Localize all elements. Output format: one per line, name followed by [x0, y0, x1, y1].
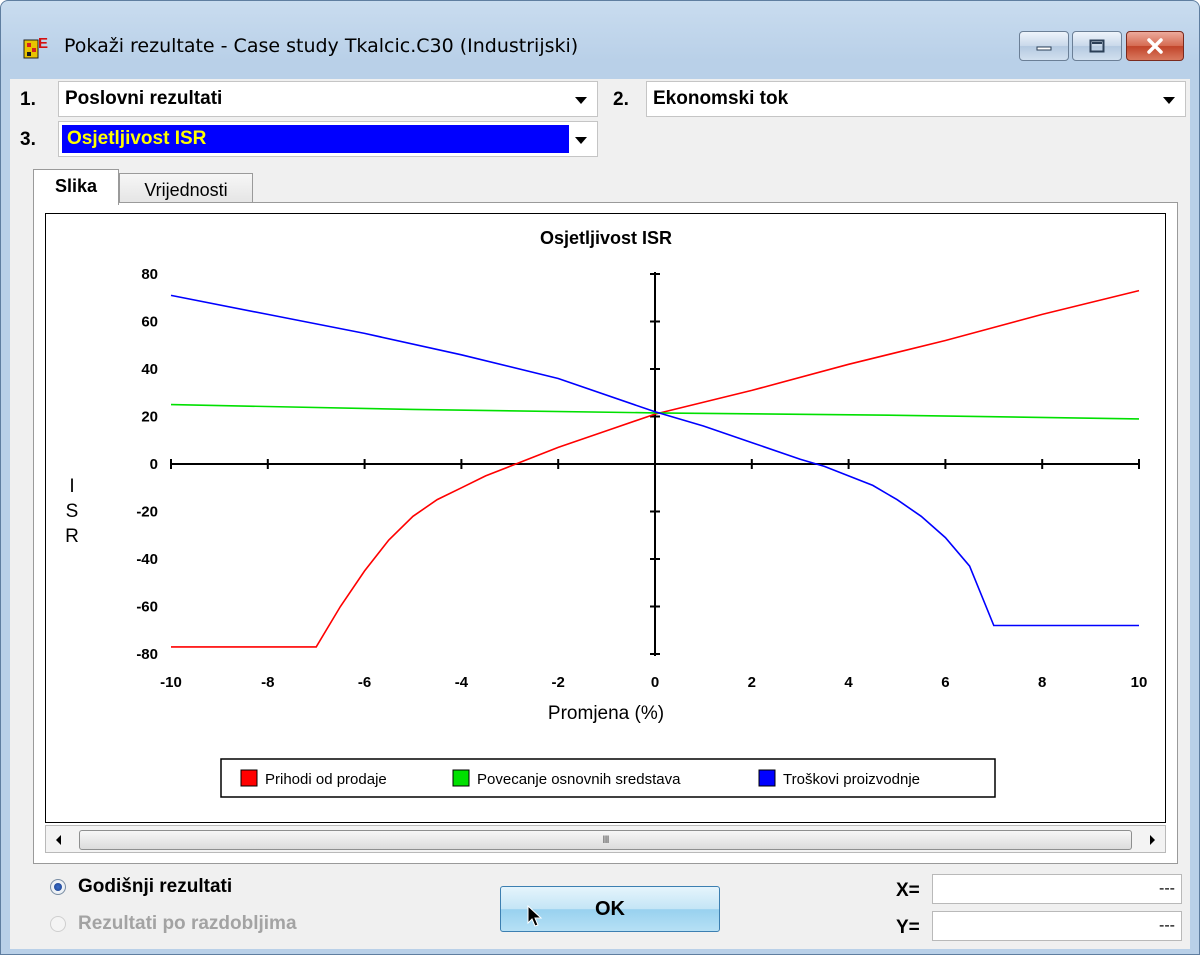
selector-2-number: 2. — [613, 89, 629, 110]
x-tick-label: 2 — [748, 674, 756, 691]
y-tick-label: 40 — [141, 361, 158, 378]
y-tick-label: -80 — [136, 646, 158, 663]
series-line-3 — [170, 294, 1139, 627]
ok-button-label: OK — [595, 898, 625, 920]
selector-1-dropdown[interactable]: Poslovni rezultati — [58, 81, 598, 117]
selector-2-value: Ekonomski tok — [653, 88, 789, 109]
selector-3-number: 3. — [20, 129, 36, 150]
x-coordinate-value: --- — [1159, 880, 1175, 897]
x-tick-label: -8 — [261, 674, 274, 691]
scrollbar-thumb[interactable]: III — [79, 830, 1132, 850]
y-tick-label: 0 — [150, 456, 158, 473]
y-tick-label: 80 — [141, 266, 158, 283]
svg-text:E: E — [38, 35, 48, 52]
chart-area: Osjetljivost ISR Promjena (%) I S R -10-… — [45, 213, 1166, 823]
horizontal-scrollbar[interactable]: III — [45, 825, 1166, 853]
chart-legend: Prihodi od prodaje Povecanje osnovnih sre… — [220, 758, 996, 798]
selector-3-value: Osjetljivost ISR — [67, 128, 207, 149]
x-tick-label: -4 — [455, 674, 469, 691]
chart-svg: Osjetljivost ISR Promjena (%) I S R -10-… — [65, 228, 1148, 798]
x-tick-label: 4 — [844, 674, 853, 691]
svg-text:S: S — [66, 501, 79, 522]
x-axis-title: Promjena (%) — [548, 703, 664, 724]
close-button[interactable] — [1126, 31, 1184, 61]
tab-slika[interactable]: Slika — [33, 169, 119, 205]
x-tick-label: 10 — [1131, 674, 1148, 691]
svg-text:R: R — [65, 526, 79, 547]
x-tick-label: 0 — [651, 674, 659, 691]
client-area: 1. Poslovni rezultati 2. Ekonomski tok 3… — [10, 79, 1190, 949]
x-tick-label: -6 — [358, 674, 371, 691]
selector-1-number: 1. — [20, 89, 36, 110]
tab-panel: Osjetljivost ISR Promjena (%) I S R -10-… — [33, 202, 1178, 864]
legend-box — [220, 758, 996, 798]
legend-swatch — [452, 769, 470, 787]
x-tick-label: 8 — [1038, 674, 1046, 691]
maximize-icon — [1089, 39, 1105, 53]
app-logo-icon: E — [23, 35, 48, 59]
title-bar[interactable]: E Pokaži rezultate - Case study Tkalcic.… — [1, 1, 1199, 79]
selector-2-dropdown[interactable]: Ekonomski tok — [646, 81, 1186, 117]
chevron-down-icon — [1163, 97, 1175, 104]
tab-vrijednosti-label: Vrijednosti — [144, 180, 228, 200]
ok-button[interactable]: OK — [500, 886, 720, 932]
minimize-icon — [1036, 46, 1052, 51]
scroll-left-icon[interactable] — [56, 835, 61, 845]
y-tick-label: -40 — [136, 551, 158, 568]
selector-1-value: Poslovni rezultati — [65, 88, 223, 109]
legend-label: Povecanje osnovnih sredstava — [477, 771, 681, 788]
x-tick-label: -10 — [160, 674, 182, 691]
radio-period-label: Rezultati po razdobljima — [78, 913, 297, 934]
selection-highlight — [62, 125, 569, 153]
x-tick-label: 6 — [941, 674, 949, 691]
chart-title: Osjetljivost ISR — [540, 228, 672, 248]
series-line-1 — [171, 289, 1140, 648]
tab-slika-label: Slika — [54, 176, 98, 196]
close-icon — [1147, 38, 1163, 54]
y-coordinate-label: Y= — [896, 917, 920, 938]
radio-period-results[interactable]: Rezultati po razdobljima — [50, 913, 297, 935]
y-coordinate-field: --- — [932, 911, 1182, 941]
radio-unchecked-icon — [50, 916, 66, 932]
window-title: Pokaži rezultate - Case study Tkalcic.C3… — [64, 35, 579, 57]
y-tick-label: -60 — [136, 599, 158, 616]
y-coordinate-value: --- — [1159, 917, 1175, 934]
radio-checked-icon — [50, 879, 66, 895]
maximize-button[interactable] — [1072, 31, 1122, 61]
chevron-down-icon — [575, 137, 587, 144]
legend-swatch — [240, 769, 258, 787]
chevron-down-icon — [575, 97, 587, 104]
scrollbar-grip: III — [602, 834, 609, 846]
y-axis-title: I S R — [65, 476, 79, 547]
series-line-2 — [170, 403, 1140, 420]
y-tick-label: -20 — [136, 504, 158, 521]
minimize-button[interactable] — [1019, 31, 1069, 61]
x-coordinate-field: --- — [932, 874, 1182, 904]
y-tick-label: 60 — [141, 314, 158, 331]
scroll-right-icon[interactable] — [1150, 835, 1155, 845]
radio-annual-results[interactable]: Godišnji rezultati — [50, 876, 232, 898]
legend-label: Troškovi proizvodnje — [783, 771, 920, 788]
x-tick-label: -2 — [552, 674, 565, 691]
radio-annual-label: Godišnji rezultati — [78, 876, 233, 897]
svg-text:I: I — [69, 476, 74, 497]
legend-swatch — [758, 769, 776, 787]
y-tick-label: 20 — [141, 409, 158, 426]
x-coordinate-label: X= — [896, 880, 920, 901]
selector-3-dropdown[interactable]: Osjetljivost ISR — [58, 121, 598, 157]
tab-vrijednosti[interactable]: Vrijednosti — [119, 173, 253, 206]
legend-label: Prihodi od prodaje — [265, 771, 387, 788]
mouse-cursor-icon — [527, 905, 543, 927]
